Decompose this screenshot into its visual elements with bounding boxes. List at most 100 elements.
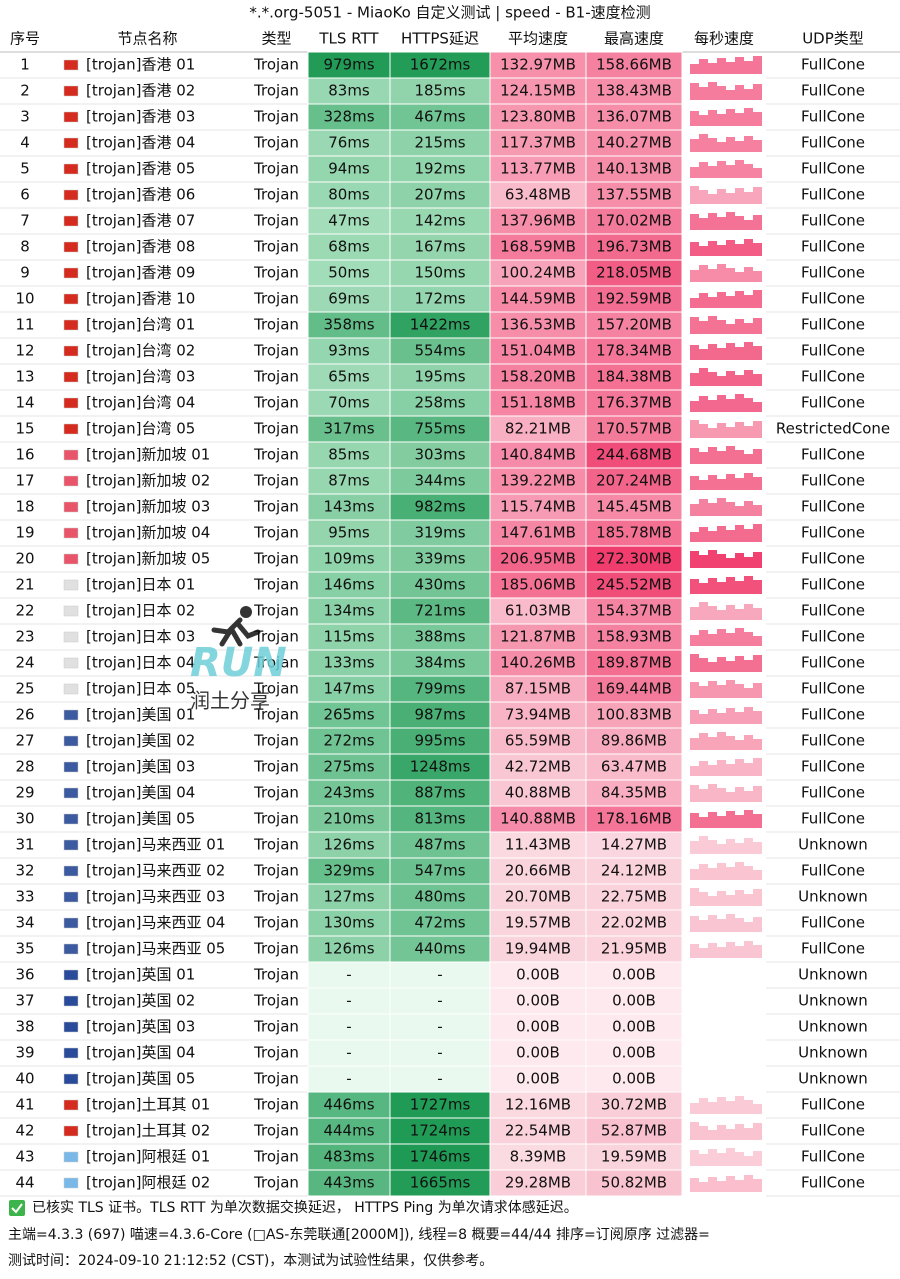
sparkline-bar (699, 190, 708, 204)
table: 序号 节点名称 类型 TLS RTT HTTPS延迟 平均速度 最高速度 每秒速度 UDP类型 1… (0, 30, 900, 1197)
cell-background (389, 1013, 491, 1041)
sparkline-bar (726, 1176, 735, 1192)
sparkline-bar (753, 84, 762, 100)
sparkline-bar (699, 321, 708, 334)
watermark: RUN 润土分享 (190, 606, 287, 713)
cell-text: - (346, 992, 351, 1010)
cell-text: 32 (15, 862, 34, 880)
cell-background (489, 1065, 587, 1093)
sparkline-bar (708, 868, 717, 880)
sparkline-bar (753, 318, 762, 334)
sparkline-bar (708, 840, 717, 854)
cell-text: 144.59MB (500, 290, 576, 308)
cell-background (585, 779, 683, 807)
cell-background (489, 727, 587, 755)
flag-icon (63, 1047, 79, 1059)
cell-text: [trojan]马来西亚 03 (86, 888, 225, 906)
sparkline-bar (726, 137, 735, 152)
sparkline-bar (690, 139, 699, 152)
cell-text: 430ms (414, 576, 465, 594)
sparkline-bar (726, 1129, 735, 1140)
cell-text: 813ms (414, 810, 465, 828)
sparkline-bar (690, 317, 699, 334)
flag-icon (63, 215, 79, 227)
cell-text: 1727ms (410, 1096, 471, 1114)
sparkline-bar (753, 346, 762, 360)
sparkline-bar (699, 246, 708, 256)
flag-icon (63, 397, 79, 409)
sparkline-bar (717, 161, 726, 178)
cell-text: - (437, 1070, 442, 1088)
cell-text: 73.94MB (505, 706, 571, 724)
cell-text: 1746ms (410, 1148, 471, 1166)
cell-text: FullCone (801, 628, 865, 646)
sparkline-bar (753, 374, 762, 386)
sparkline-bar (699, 733, 708, 750)
cell-text: 547ms (414, 862, 465, 880)
cell-text: 344ms (414, 472, 465, 490)
cell-background (585, 441, 683, 469)
cell-text: 29.28MB (505, 1174, 571, 1192)
cell-text: 150ms (414, 264, 465, 282)
cell-background (307, 727, 391, 755)
cell-text: [trojan]英国 03 (86, 1018, 195, 1036)
cell-background (489, 701, 587, 729)
cell-text: FullCone (801, 576, 865, 594)
sparkline-bar (699, 452, 708, 464)
sparkline-bar (726, 193, 735, 204)
cell-text: [trojan]新加坡 01 (86, 446, 210, 464)
cell-text: Trojan (253, 1174, 299, 1192)
cell-background (389, 1039, 491, 1067)
cell-background (489, 1091, 587, 1119)
sparkline-bar (726, 240, 735, 256)
cell-background (389, 545, 491, 573)
sparkline-bar (690, 186, 699, 204)
cell-text: FullCone (801, 1122, 865, 1140)
cell-text: 303ms (414, 446, 465, 464)
sparkline-bar (717, 451, 726, 464)
cell-text: 0.00B (516, 1044, 560, 1062)
sparkline-bar (744, 473, 753, 490)
flag-icon (63, 683, 79, 695)
sparkline-bar (699, 836, 708, 854)
cell-background (307, 883, 391, 911)
sparkline-bar (690, 944, 699, 958)
cell-text: FullCone (801, 732, 865, 750)
sparkline-bar (708, 428, 717, 438)
flag-icon (63, 1125, 79, 1137)
sparkline-bar (717, 732, 726, 750)
sparkline-bar (708, 166, 717, 178)
sparkline-bar (699, 265, 708, 282)
sparkline-bar (708, 550, 717, 568)
flag-icon (63, 917, 79, 929)
sparkline-bar (735, 553, 744, 568)
sparkline-bar (744, 576, 753, 594)
sparkline-bar (735, 843, 744, 854)
sparkline-bar (744, 557, 753, 568)
sparkline-bar (726, 90, 735, 100)
cell-text: [trojan]香港 09 (86, 264, 195, 282)
sparkline-bar (735, 394, 744, 412)
cell-text: [trojan]台湾 05 (86, 420, 195, 438)
cell-text: 123.80MB (500, 108, 576, 126)
cell-background (489, 1117, 587, 1145)
cell-text: 43 (15, 1148, 34, 1166)
sparkline-bar (753, 917, 762, 932)
sparkline-bar (753, 889, 762, 906)
cell-text: 42 (15, 1122, 34, 1140)
cell-background (307, 571, 391, 599)
cell-text: 979ms (323, 56, 374, 74)
cell-text: 83ms (328, 82, 370, 100)
flag-icon (63, 631, 79, 643)
cell-background (585, 389, 683, 417)
sparkline-bar (717, 348, 726, 360)
sparkline-bar (717, 217, 726, 230)
sparkline-bar (753, 402, 762, 412)
cell-background (585, 597, 683, 625)
cell-text: FullCone (801, 680, 865, 698)
cell-text: 272ms (323, 732, 374, 750)
sparkline-bar (690, 551, 699, 568)
cell-text: FullCone (801, 654, 865, 672)
sparkline-bar (726, 895, 735, 906)
cell-text: FullCone (801, 602, 865, 620)
